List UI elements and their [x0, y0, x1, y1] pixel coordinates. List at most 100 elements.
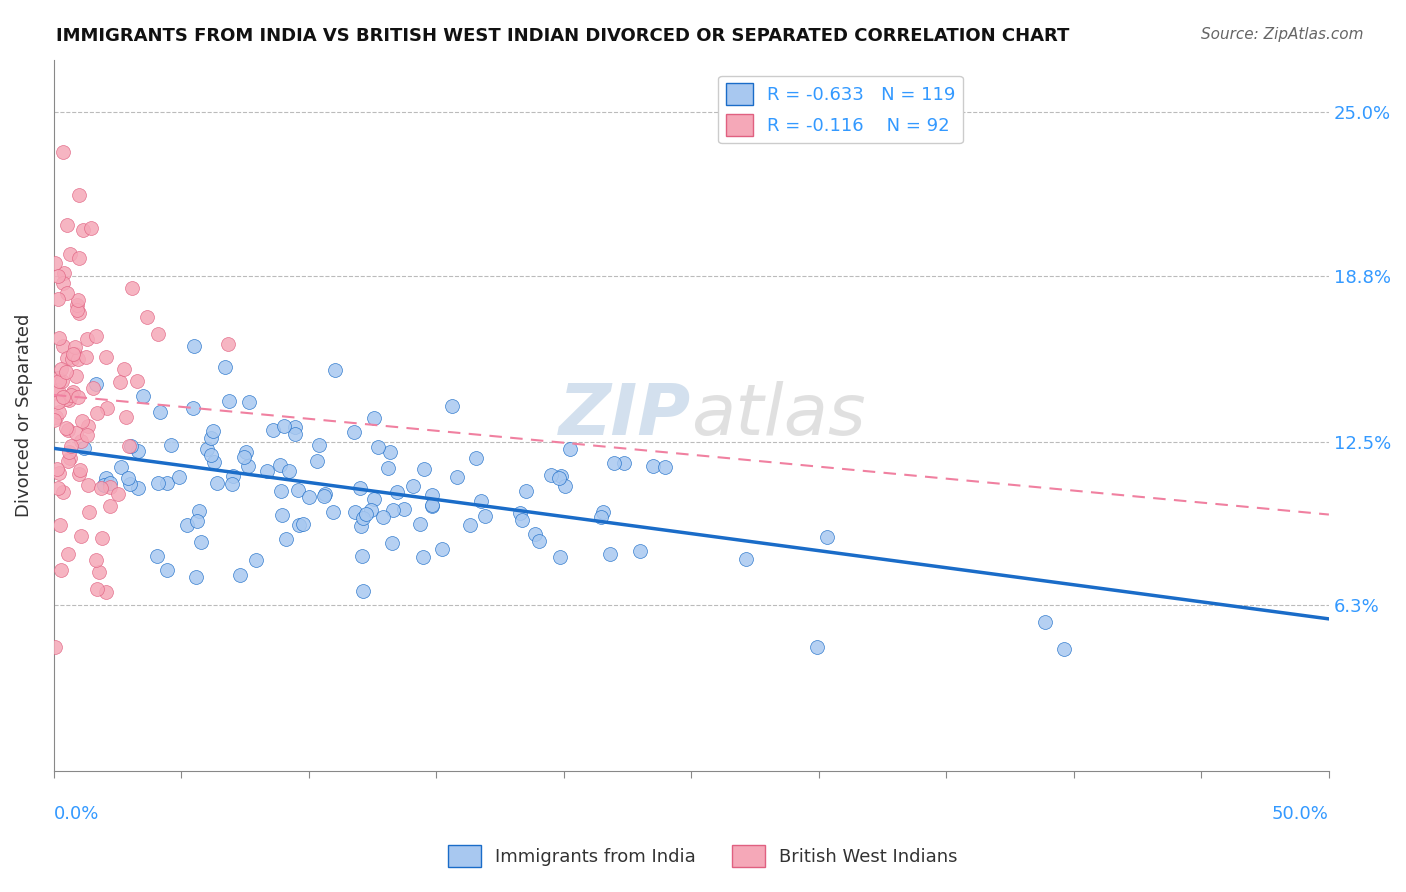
Point: [270, 483, 292, 498]
Point: [589, 509, 612, 524]
Point: [48, 331, 70, 345]
Point: [60, 388, 83, 402]
Point: [77, 505, 100, 519]
Point: [145, 549, 167, 563]
Point: [613, 456, 636, 470]
Point: [470, 493, 492, 508]
Point: [46, 370, 69, 384]
Point: [127, 481, 149, 495]
Point: [67, 467, 90, 482]
Point: [420, 498, 443, 512]
Point: [46, 269, 69, 284]
Point: [120, 439, 142, 453]
Point: [132, 389, 155, 403]
Text: Source: ZipAtlas.com: Source: ZipAtlas.com: [1201, 27, 1364, 42]
Point: [55, 392, 77, 406]
Point: [806, 640, 828, 654]
Point: [314, 487, 336, 501]
Point: [76, 419, 98, 434]
Point: [84, 376, 107, 391]
Point: [363, 410, 385, 425]
Point: [349, 519, 371, 533]
Point: [352, 549, 374, 563]
Point: [277, 464, 299, 478]
Point: [58, 454, 80, 468]
Point: [156, 563, 179, 577]
Point: [200, 448, 222, 462]
Point: [524, 527, 547, 541]
Point: [127, 443, 149, 458]
Point: [276, 533, 298, 547]
Point: [420, 487, 443, 501]
Point: [118, 438, 141, 452]
Point: [181, 401, 204, 415]
Point: [402, 478, 425, 492]
Point: [46, 292, 69, 306]
Point: [305, 453, 328, 467]
Point: [127, 374, 149, 388]
Legend: R = -0.633   N = 119, R = -0.116    N = 92: R = -0.633 N = 119, R = -0.116 N = 92: [718, 76, 963, 144]
Point: [84, 329, 107, 343]
Point: [94, 585, 117, 599]
Point: [560, 442, 582, 457]
Point: [60, 439, 83, 453]
Point: [86, 582, 108, 597]
Point: [58, 393, 80, 408]
Point: [440, 399, 463, 413]
Point: [90, 481, 112, 495]
Point: [112, 361, 135, 376]
Point: [540, 468, 562, 483]
Point: [44, 413, 66, 427]
Point: [238, 394, 260, 409]
Point: [52, 145, 75, 159]
Point: [273, 418, 295, 433]
Point: [412, 549, 434, 564]
Point: [256, 464, 278, 478]
Point: [377, 461, 399, 475]
Point: [69, 188, 91, 202]
Point: [55, 365, 77, 379]
Point: [413, 462, 436, 476]
Point: [343, 505, 366, 519]
Legend: Immigrants from India, British West Indians: Immigrants from India, British West Indi…: [441, 838, 965, 874]
Point: [86, 553, 108, 567]
Point: [46, 386, 69, 401]
Point: [82, 381, 104, 395]
Point: [420, 499, 443, 513]
Point: [67, 351, 90, 366]
Point: [93, 478, 115, 492]
Point: [205, 475, 228, 490]
Point: [236, 459, 259, 474]
Point: [49, 518, 72, 533]
Point: [100, 480, 122, 494]
Point: [58, 423, 80, 437]
Point: [1053, 642, 1076, 657]
Point: [430, 541, 453, 556]
Point: [56, 351, 79, 365]
Point: [474, 508, 496, 523]
Point: [52, 277, 75, 291]
Point: [378, 445, 401, 459]
Point: [321, 505, 343, 519]
Point: [343, 425, 366, 439]
Point: [262, 423, 284, 437]
Point: [94, 471, 117, 485]
Point: [65, 368, 87, 383]
Point: [45, 410, 67, 425]
Point: [66, 298, 89, 312]
Point: [167, 470, 190, 484]
Point: [70, 434, 93, 449]
Point: [48, 405, 70, 419]
Point: [49, 563, 72, 577]
Point: [107, 487, 129, 501]
Point: [187, 504, 209, 518]
Point: [67, 390, 90, 404]
Point: [135, 310, 157, 324]
Point: [70, 414, 93, 428]
Point: [190, 534, 212, 549]
Point: [271, 508, 294, 523]
Point: [354, 507, 377, 521]
Point: [202, 424, 225, 438]
Point: [509, 506, 531, 520]
Point: [46, 462, 69, 476]
